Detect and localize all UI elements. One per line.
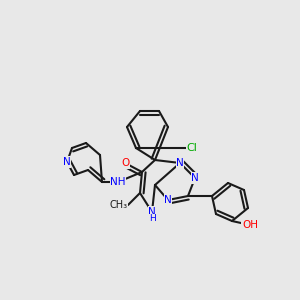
Text: N: N <box>191 173 199 183</box>
Text: Cl: Cl <box>187 143 197 153</box>
Text: NH: NH <box>110 177 126 187</box>
Text: N: N <box>176 158 184 168</box>
Text: H: H <box>148 214 155 223</box>
Text: CH₃: CH₃ <box>110 200 128 210</box>
Text: O: O <box>121 158 129 168</box>
Text: OH: OH <box>242 220 258 230</box>
Text: N: N <box>164 195 172 205</box>
Text: N: N <box>148 207 156 217</box>
Text: N: N <box>63 157 71 167</box>
